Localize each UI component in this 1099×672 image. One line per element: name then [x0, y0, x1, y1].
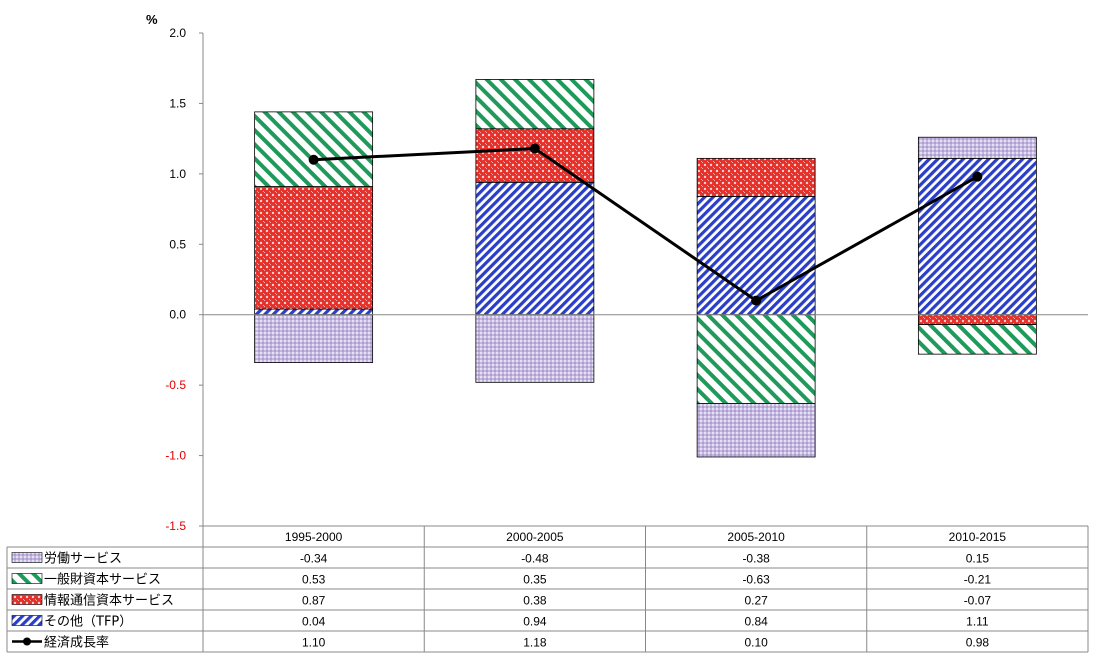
- legend-label: 情報通信資本サービス: [44, 594, 174, 609]
- table-cell: 1.10: [302, 636, 326, 650]
- y-tick-label: -0.5: [165, 378, 186, 392]
- legend-swatch: [11, 594, 43, 605]
- table-cell: 0.27: [744, 594, 768, 608]
- y-tick-label: 1.5: [169, 96, 186, 110]
- bar-segment: [254, 308, 374, 316]
- table-cell: -0.38: [742, 552, 770, 566]
- growth-rate-point: [751, 295, 762, 306]
- unit-label: %: [146, 12, 158, 27]
- bar-segment: [254, 186, 374, 310]
- bar-segment: [475, 314, 595, 383]
- table-cell: 0.04: [302, 615, 326, 629]
- legend-swatch: [11, 573, 43, 584]
- growth-rate-point: [972, 171, 983, 182]
- table-cell: -0.63: [742, 573, 770, 587]
- table-cell: 0.10: [744, 636, 768, 650]
- table-cell: -0.21: [964, 573, 992, 587]
- growth-rate-line: [313, 146, 979, 303]
- y-tick-label: -1.0: [165, 449, 186, 463]
- table-cell: -0.07: [964, 594, 992, 608]
- table-cell: 0.94: [523, 615, 547, 629]
- table-cell: 0.84: [744, 615, 768, 629]
- bar-segment: [917, 324, 1037, 355]
- y-tick-label: 2.0: [169, 26, 186, 40]
- x-category-label: 2010-2015: [949, 530, 1007, 544]
- bar-segment: [475, 128, 595, 183]
- legend-swatch: [11, 552, 43, 563]
- bar-segment: [917, 314, 1037, 325]
- legend-label: 労働サービス: [44, 552, 122, 567]
- table-cell: 0.35: [523, 573, 547, 587]
- x-category-label: 1995-2000: [285, 530, 343, 544]
- bar-segment: [475, 79, 595, 130]
- legend-label: 一般財資本サービス: [44, 572, 161, 588]
- bar-segment: [475, 181, 595, 316]
- growth-rate-point: [529, 143, 540, 154]
- bar-segment: [696, 403, 816, 458]
- y-tick-label: 0.0: [169, 308, 186, 322]
- table-cell: 1.11: [966, 615, 989, 629]
- bar-segment: [254, 111, 374, 187]
- table-cell: 0.87: [302, 594, 326, 608]
- bar-segment: [254, 314, 374, 364]
- x-category-label: 2000-2005: [506, 530, 564, 544]
- table-cell: 0.53: [302, 573, 326, 587]
- table-cell: 0.98: [966, 636, 990, 650]
- table-cell: 1.18: [523, 636, 547, 650]
- table-cell: -0.48: [521, 552, 549, 566]
- y-tick-label: 0.5: [169, 237, 186, 251]
- table-cell: 0.38: [523, 594, 547, 608]
- y-tick-label: 1.0: [169, 167, 186, 181]
- table-cell: 0.15: [966, 552, 990, 566]
- table-cell: -0.34: [300, 552, 328, 566]
- growth-rate-point: [308, 154, 319, 165]
- y-tick-label: -1.5: [165, 519, 186, 533]
- legend-label: その他（TFP）: [44, 615, 132, 630]
- bar-segment: [696, 157, 816, 197]
- bar-segment: [696, 195, 816, 316]
- x-category-label: 2005-2010: [727, 530, 785, 544]
- legend-marker-icon: [23, 637, 31, 646]
- bar-segment: [696, 314, 816, 404]
- bar-segment: [917, 157, 1037, 316]
- legend-label: 経済成長率: [44, 635, 109, 651]
- bar-segment: [917, 136, 1037, 159]
- legend-swatch: [11, 615, 43, 626]
